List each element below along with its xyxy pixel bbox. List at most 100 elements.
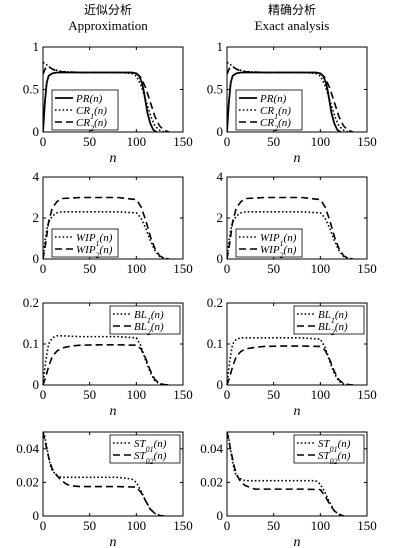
legend-label: BL1(n) (134, 309, 164, 325)
legend-label: CR1(n) (260, 105, 291, 121)
legend: BL1(n)BL2(n) (293, 305, 365, 337)
y-tick-label: 0 (33, 377, 40, 392)
x-tick-label: 100 (311, 518, 331, 533)
series-line-2 (43, 61, 165, 132)
legend-label: BL1(n) (318, 309, 348, 325)
y-tick-label: 0.04 (200, 441, 223, 456)
legend: WIP1(n)WIP2(n) (51, 228, 119, 260)
series-line-1 (43, 211, 170, 259)
legend-box (235, 228, 303, 258)
y-tick-label: 2 (217, 210, 224, 225)
series-line-3 (227, 65, 354, 132)
y-tick-label: 0.5 (207, 82, 223, 97)
column-title-approx: 近似分析 (84, 3, 132, 17)
series-line-2 (227, 61, 349, 132)
legend-box (109, 305, 181, 335)
series-line-2 (43, 344, 170, 385)
y-tick-label: 0 (217, 508, 224, 523)
y-tick-label: 0 (217, 124, 224, 139)
chart-r3c1: 0 50 100 150 0 0.02 0.04 n ST01(n)ST02(n) (200, 431, 377, 548)
series-line-2 (43, 432, 165, 516)
series-line-1 (43, 334, 165, 385)
column-title-exact: 精确分析 (268, 3, 316, 17)
y-tick-label: 4 (217, 169, 224, 184)
x-tick-label: 0 (40, 518, 47, 533)
x-axis-label: n (110, 535, 117, 548)
y-tick-label: 0.1 (23, 336, 39, 351)
legend-label: WIP2(n) (76, 244, 113, 260)
legend: ST01(n)ST02(n) (293, 434, 365, 466)
chart-r0c0: 0 50 100 150 0 0.5 1 n PR(n)CR1(n)CR2(n) (23, 39, 193, 166)
legend-label: PR(n) (259, 93, 287, 105)
legend-label: CR1(n) (76, 105, 107, 121)
axes-box (42, 431, 184, 517)
y-tick-label: 0 (33, 251, 40, 266)
legend-label: ST02(n) (318, 450, 351, 466)
x-tick-label: 50 (83, 518, 96, 533)
x-tick-label: 100 (127, 261, 147, 276)
x-tick-label: 0 (40, 261, 47, 276)
chart-r1c0: 0 50 100 150 0 2 4 WIP1(n)WIP2(n) (33, 169, 193, 276)
x-tick-label: 50 (83, 134, 96, 149)
series-line-2 (227, 345, 354, 385)
legend-label: WIP1(n) (76, 232, 113, 248)
x-tick-label: 100 (127, 387, 147, 402)
legend: WIP1(n)WIP2(n) (235, 228, 303, 260)
x-tick-label: 100 (311, 387, 331, 402)
x-tick-label: 150 (357, 387, 377, 402)
y-tick-label: 0.02 (16, 474, 39, 489)
y-tick-label: 0 (33, 508, 40, 523)
series-line-1 (227, 337, 349, 385)
x-axis-label: n (294, 404, 301, 419)
legend: PR(n)CR1(n)CR2(n) (51, 89, 119, 133)
x-tick-label: 150 (357, 261, 377, 276)
x-tick-label: 50 (267, 518, 280, 533)
legend-label: BL2(n) (318, 321, 348, 337)
x-tick-label: 0 (224, 387, 231, 402)
x-axis-label: n (294, 535, 301, 548)
series-line-2 (227, 432, 344, 516)
legend-label: ST02(n) (134, 450, 167, 466)
legend-label: CR2(n) (76, 117, 107, 133)
x-axis-label: n (110, 151, 117, 166)
legend-label: WIP1(n) (260, 232, 297, 248)
column-subtitle-approx: Approximation (68, 18, 148, 33)
x-tick-label: 0 (224, 261, 231, 276)
series-line-2 (227, 196, 354, 259)
y-tick-label: 0.04 (16, 441, 39, 456)
x-tick-label: 150 (173, 387, 193, 402)
x-axis-label: n (294, 151, 301, 166)
chart-r1c1: 0 50 100 150 0 2 4 WIP1(n)WIP2(n) (217, 169, 377, 276)
x-tick-label: 150 (173, 134, 193, 149)
chart-r3c0: 0 50 100 150 0 0.02 0.04 n ST01(n)ST02(n) (16, 431, 193, 548)
axes-box (226, 431, 368, 517)
y-tick-label: 0 (217, 251, 224, 266)
y-tick-label: 1 (217, 39, 224, 54)
series-line-1 (227, 211, 354, 259)
x-tick-label: 100 (311, 261, 331, 276)
series-line-2 (43, 196, 170, 259)
x-tick-label: 100 (127, 518, 147, 533)
x-tick-label: 50 (83, 261, 96, 276)
x-tick-label: 100 (127, 134, 147, 149)
chart-r2c0: 0 50 100 150 0 0.1 0.2 n BL1(n)BL2(n) (23, 295, 193, 419)
legend-label: ST01(n) (318, 438, 351, 454)
x-tick-label: 100 (311, 134, 331, 149)
y-tick-label: 0.2 (23, 295, 39, 310)
legend-box (109, 434, 181, 464)
y-tick-label: 0 (217, 377, 224, 392)
x-tick-label: 50 (267, 134, 280, 149)
x-tick-label: 0 (224, 134, 231, 149)
legend: ST01(n)ST02(n) (109, 434, 181, 466)
x-tick-label: 150 (173, 261, 193, 276)
legend: BL1(n)BL2(n) (109, 305, 181, 337)
y-tick-label: 0 (33, 124, 40, 139)
legend-box (293, 434, 365, 464)
y-tick-label: 0.02 (200, 474, 223, 489)
legend-label: PR(n) (75, 93, 103, 105)
y-tick-label: 2 (33, 210, 40, 225)
legend-label: BL2(n) (134, 321, 164, 337)
x-tick-label: 0 (40, 134, 47, 149)
